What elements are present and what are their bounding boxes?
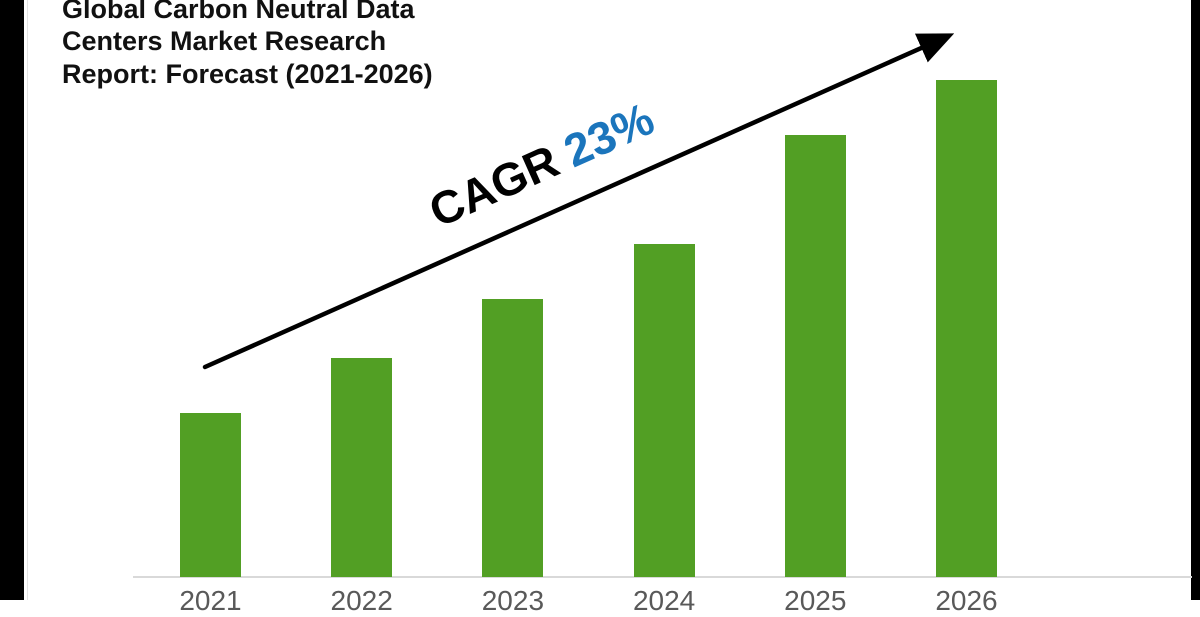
chart-title: Global Carbon Neutral Data Centers Marke… bbox=[62, 0, 433, 89]
trend-arrow-icon bbox=[202, 33, 955, 370]
right-edge-strip bbox=[1191, 0, 1200, 600]
left-edge-strip bbox=[0, 0, 24, 600]
bar-2022 bbox=[331, 358, 393, 577]
bar-2023 bbox=[482, 298, 544, 577]
x-axis-line bbox=[133, 576, 1192, 578]
bar-2025 bbox=[784, 134, 846, 577]
left-edge-line bbox=[27, 0, 28, 600]
bar-2026 bbox=[936, 80, 997, 577]
bar-2024 bbox=[633, 244, 695, 577]
bar-2021 bbox=[180, 412, 241, 577]
